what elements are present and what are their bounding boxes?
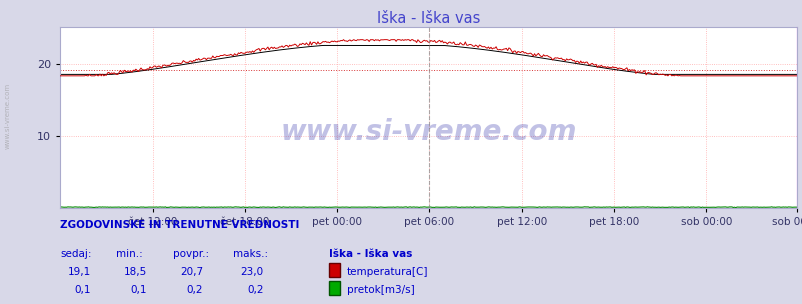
Title: Iška - Iška vas: Iška - Iška vas bbox=[377, 11, 480, 26]
Text: pretok[m3/s]: pretok[m3/s] bbox=[346, 285, 414, 295]
Text: 0,2: 0,2 bbox=[186, 285, 203, 295]
Text: temperatura[C]: temperatura[C] bbox=[346, 267, 427, 277]
Text: www.si-vreme.com: www.si-vreme.com bbox=[280, 118, 577, 146]
Text: Iška - Iška vas: Iška - Iška vas bbox=[329, 249, 412, 259]
Text: 18,5: 18,5 bbox=[124, 267, 147, 277]
Text: sedaj:: sedaj: bbox=[60, 249, 91, 259]
Text: 20,7: 20,7 bbox=[180, 267, 203, 277]
Text: 23,0: 23,0 bbox=[240, 267, 263, 277]
Text: 0,1: 0,1 bbox=[74, 285, 91, 295]
Text: ZGODOVINSKE IN TRENUTNE VREDNOSTI: ZGODOVINSKE IN TRENUTNE VREDNOSTI bbox=[60, 220, 299, 230]
Text: maks.:: maks.: bbox=[233, 249, 268, 259]
Text: povpr.:: povpr.: bbox=[172, 249, 209, 259]
Text: 0,2: 0,2 bbox=[246, 285, 263, 295]
Text: www.si-vreme.com: www.si-vreme.com bbox=[5, 82, 11, 149]
Text: 19,1: 19,1 bbox=[67, 267, 91, 277]
Text: 0,1: 0,1 bbox=[130, 285, 147, 295]
Text: min.:: min.: bbox=[116, 249, 143, 259]
